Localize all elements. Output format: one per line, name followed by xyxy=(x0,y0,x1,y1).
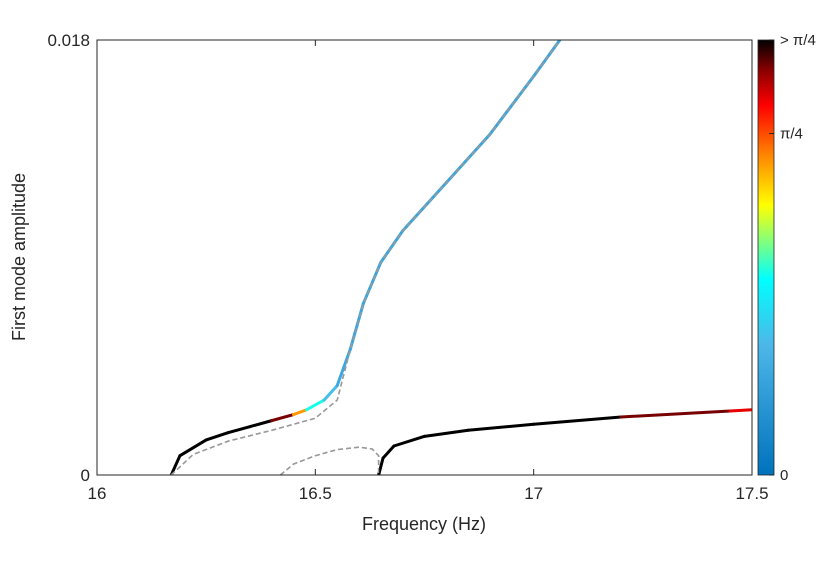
colorbar-tick-label: π/4 xyxy=(780,126,803,143)
series-0-segment xyxy=(270,413,295,423)
y-tick-label: 0.018 xyxy=(47,31,90,50)
series-3-segment xyxy=(377,456,385,475)
colorbar-ticks: 0 π/4 > π/4 xyxy=(769,32,816,484)
colorbar xyxy=(757,39,775,476)
series-2-overlay xyxy=(280,446,380,475)
series-0-segment xyxy=(248,419,274,429)
series-1-line xyxy=(170,40,561,475)
series-0-segment xyxy=(322,384,339,402)
series-0-segment xyxy=(348,301,365,351)
series-2-line xyxy=(279,446,380,475)
series-0-segment xyxy=(226,425,252,435)
y-tick-label: 0 xyxy=(81,466,90,485)
series-3-segment xyxy=(381,444,396,460)
series-3-line xyxy=(377,408,752,475)
series-3-segment xyxy=(423,428,470,438)
series-1-overlay xyxy=(170,40,561,475)
series-0-segment xyxy=(204,431,230,442)
y-axis-label: First mode amplitude xyxy=(9,173,29,341)
series-0-segment xyxy=(178,438,208,458)
series-3-segment xyxy=(532,415,623,426)
series-3-segment xyxy=(466,422,536,432)
colorbar-tick-label: > π/4 xyxy=(780,32,816,49)
series-0-segment xyxy=(169,454,182,475)
series-3-segment xyxy=(392,434,426,448)
x-tick-label: 16 xyxy=(88,484,107,503)
x-tick-label: 16.5 xyxy=(299,484,332,503)
series-0-line xyxy=(169,40,562,475)
y-axis-ticks: 0 0.018 xyxy=(47,31,103,485)
series-0-segment xyxy=(305,398,326,412)
series-0-segment xyxy=(488,74,536,136)
series-3-segment xyxy=(728,408,752,413)
x-axis-ticks: 16 16.5 17 17.5 xyxy=(88,40,769,503)
x-axis-label: Frequency (Hz) xyxy=(362,514,486,534)
x-tick-label: 17.5 xyxy=(735,484,768,503)
series-3-segment xyxy=(619,409,732,419)
series-0-segment xyxy=(292,408,309,417)
colorbar-tick-label: 0 xyxy=(780,467,788,484)
x-tick-label: 17 xyxy=(524,484,543,503)
series-layer xyxy=(169,40,752,475)
plot-area-frame xyxy=(96,39,753,476)
